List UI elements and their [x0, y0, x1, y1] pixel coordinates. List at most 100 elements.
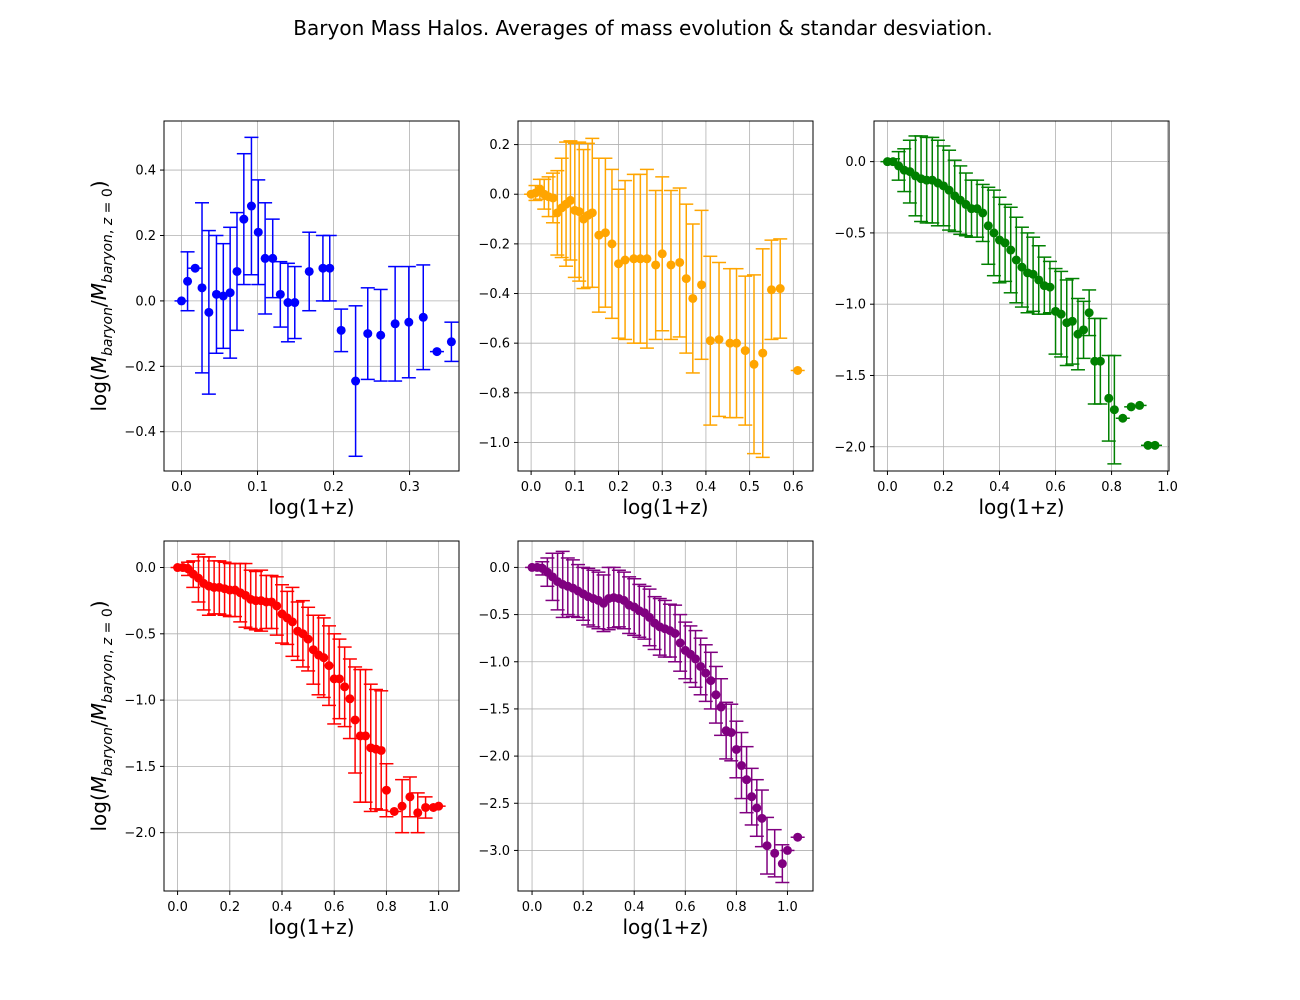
- data-point: [287, 617, 297, 627]
- y-tick-label: −1.5: [478, 702, 510, 717]
- data-point: [565, 195, 575, 205]
- data-point: [325, 263, 335, 273]
- data-point: [272, 601, 282, 611]
- axes-frame: [163, 120, 460, 472]
- data-point: [657, 249, 667, 259]
- y-tick-label: 0.0: [845, 155, 866, 170]
- data-point: [260, 253, 270, 263]
- data-point: [706, 676, 716, 686]
- x-tick-label: 0.0: [521, 480, 542, 495]
- data-point: [376, 330, 386, 340]
- x-tick-label: 1.0: [777, 900, 798, 915]
- y-tick-label: −0.6: [478, 337, 510, 352]
- y-tick-label: −0.4: [478, 287, 510, 302]
- data-point: [697, 280, 707, 290]
- data-point: [421, 802, 431, 812]
- x-tick-label: 0.0: [877, 480, 898, 495]
- y-tick-label: 0.0: [489, 561, 510, 576]
- data-point: [705, 336, 715, 346]
- data-point: [283, 298, 293, 308]
- data-point: [758, 348, 768, 358]
- data-point: [740, 346, 750, 356]
- axes-frame: [873, 120, 1170, 472]
- data-point: [239, 214, 249, 224]
- data-point: [1034, 275, 1044, 285]
- data-point: [351, 376, 361, 386]
- y-tick-label: −3.0: [478, 844, 510, 859]
- data-point: [749, 359, 759, 369]
- y-tick-label: 0.0: [489, 188, 510, 203]
- data-point: [726, 728, 736, 738]
- axes-frame: [163, 540, 460, 892]
- data-point: [587, 208, 597, 218]
- data-point: [1000, 238, 1010, 248]
- data-point: [670, 628, 680, 638]
- data-point: [944, 185, 954, 195]
- data-point: [1056, 309, 1066, 319]
- data-point: [390, 319, 400, 329]
- data-point: [635, 254, 645, 264]
- subplot-purple: 0.0 0.2 0.4 0.6 0.8 1.0 −3.0 −2.5 −2.0 −1.5 −1.0 −0…: [478, 540, 814, 939]
- data-point: [1067, 316, 1077, 326]
- subplot-blue: 0.0 0.1 0.2 0.3 −0.4 −0.2 0.0 0.2 0.4 log(1+z): [124, 120, 460, 519]
- figure-title: Baryon Mass Halos. Averages of mass evol…: [293, 16, 992, 40]
- x-tick-label: 0.2: [323, 480, 344, 495]
- x-axis-label: log(1+z): [268, 495, 354, 519]
- data-point: [574, 207, 584, 217]
- y-tick-label: −0.2: [478, 237, 510, 252]
- x-tick-label: 1.0: [1157, 480, 1178, 495]
- x-tick-label: 0.4: [696, 480, 717, 495]
- data-point: [204, 307, 214, 317]
- data-point: [983, 221, 993, 231]
- data-point: [782, 845, 792, 855]
- data-point: [688, 293, 698, 303]
- y-tick-label: −2.0: [478, 750, 510, 765]
- data-point: [381, 785, 391, 795]
- data-point: [1006, 245, 1016, 255]
- x-tick-label: 0.3: [652, 480, 673, 495]
- x-tick-label: 0.6: [675, 900, 696, 915]
- data-point: [418, 312, 428, 322]
- x-tick-label: 0.2: [933, 480, 954, 495]
- x-tick-label: 0.6: [1045, 480, 1066, 495]
- data-point: [413, 808, 423, 818]
- x-tick-label: 0.2: [608, 480, 629, 495]
- data-point: [232, 266, 242, 276]
- data-point: [1017, 262, 1027, 272]
- x-tick-label: 0.0: [522, 900, 543, 915]
- y-tick-label: 0.4: [135, 164, 156, 179]
- data-point: [666, 260, 676, 270]
- y-tick-label: −0.8: [478, 386, 510, 401]
- y-tick-label: −1.5: [834, 369, 866, 384]
- plot-area: [518, 121, 813, 471]
- data-point: [770, 848, 780, 858]
- x-tick-label: 0.1: [247, 480, 268, 495]
- data-point: [1045, 282, 1055, 292]
- x-tick-label: 0.4: [272, 900, 293, 915]
- data-point: [1011, 255, 1021, 265]
- x-tick-label: 0.8: [726, 900, 747, 915]
- y-tick-label: −2.5: [478, 797, 510, 812]
- data-point: [1143, 440, 1153, 450]
- data-point: [675, 638, 685, 648]
- x-axis-label: log(1+z): [268, 915, 354, 939]
- y-tick-label: −0.5: [478, 608, 510, 623]
- data-point: [1135, 400, 1145, 410]
- data-point: [1079, 325, 1089, 335]
- data-point: [731, 744, 741, 754]
- data-point: [642, 254, 652, 264]
- data-point: [290, 298, 300, 308]
- x-tick-label: 0.5: [739, 480, 760, 495]
- data-point: [389, 806, 399, 816]
- data-point: [1095, 356, 1105, 366]
- x-tick-label: 0.4: [624, 900, 645, 915]
- data-point: [319, 653, 329, 663]
- data-point: [176, 296, 186, 306]
- data-point: [766, 285, 776, 295]
- y-tick-label: −0.5: [834, 226, 866, 241]
- data-point: [742, 775, 752, 785]
- data-point: [432, 347, 442, 357]
- data-point: [336, 325, 346, 335]
- data-point: [600, 228, 610, 238]
- data-point: [1028, 269, 1038, 279]
